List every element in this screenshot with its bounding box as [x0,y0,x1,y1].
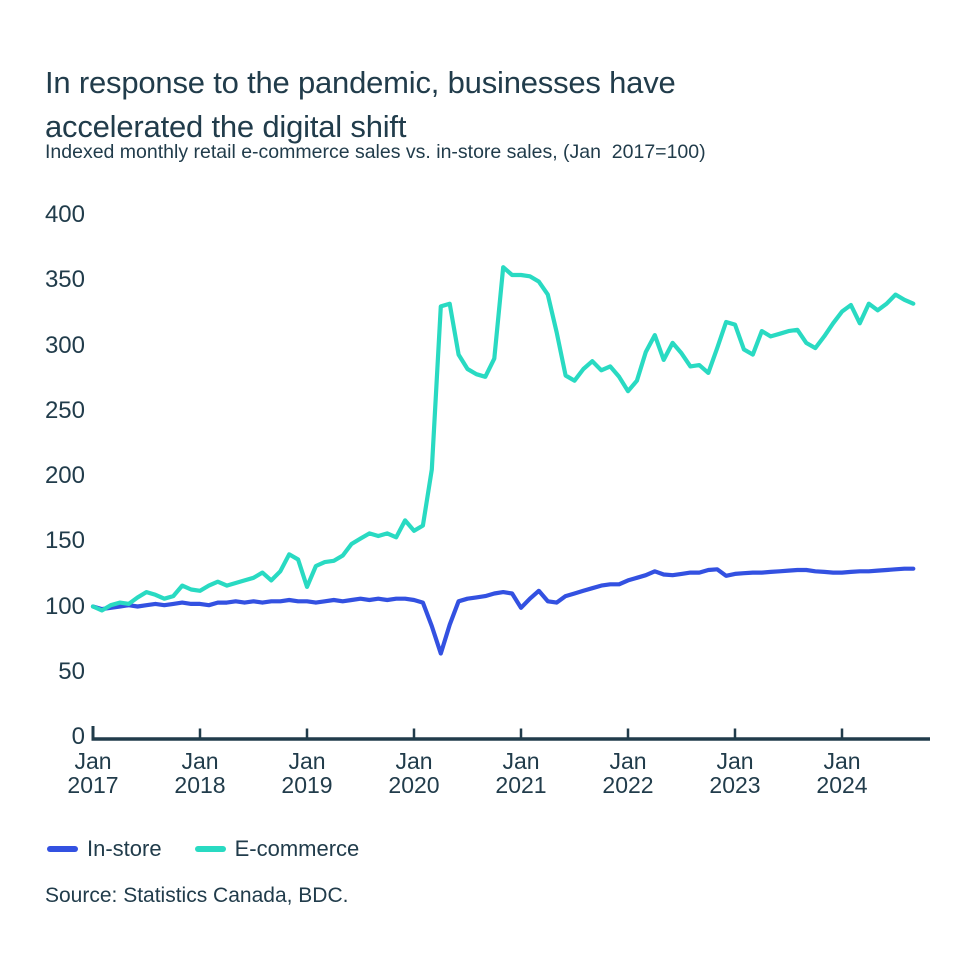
y-axis-label: 0 [71,723,85,750]
in-store-line-swatch [47,846,78,852]
x-axis-label: Jan 2022 [602,748,654,798]
x-axis-ticks [91,726,844,739]
line-chart: 400 350 300 250 200 150 100 50 0 Jan 2017 Jan 2018 J… [44,201,930,798]
legend: In-store E-commerce [47,836,359,862]
legend-item-in-store: In-store [47,836,162,862]
legend-label-in-store: In-store [87,836,162,861]
y-axis-label: 50 [58,657,85,685]
legend-item-e-commerce: E-commerce [194,836,360,862]
source-note: Source: Statistics Canada, BDC. [45,884,349,907]
y-axis-label: 300 [44,331,85,359]
y-axis-label: 150 [44,527,85,555]
y-axis-label: 400 [44,201,85,228]
x-axis-label: Jan 2021 [495,748,547,798]
y-axis-label: 200 [44,462,85,489]
y-axis-label: 100 [44,592,85,620]
page-title: In response to the pandemic, businesses … [45,64,676,144]
x-axis-label: Jan 2018 [174,748,226,798]
x-axis-label: Jan 2019 [281,748,333,798]
x-axis-label: Jan 2023 [709,748,761,798]
in-store-line [90,566,916,656]
chart-subtitle: Indexed monthly retail e-commerce sales … [45,141,706,163]
e-commerce-line-swatch [194,846,226,852]
chart-canvas [90,265,930,741]
e-commerce-line [90,265,916,613]
x-axis-label: Jan 2017 [67,748,119,798]
y-axis-label: 250 [44,396,85,424]
legend-label-e-commerce: E-commerce [234,836,360,861]
x-axis-label: Jan 2020 [388,748,440,798]
y-axis-label: 350 [44,266,85,294]
x-axis-label: Jan 2024 [816,748,868,798]
